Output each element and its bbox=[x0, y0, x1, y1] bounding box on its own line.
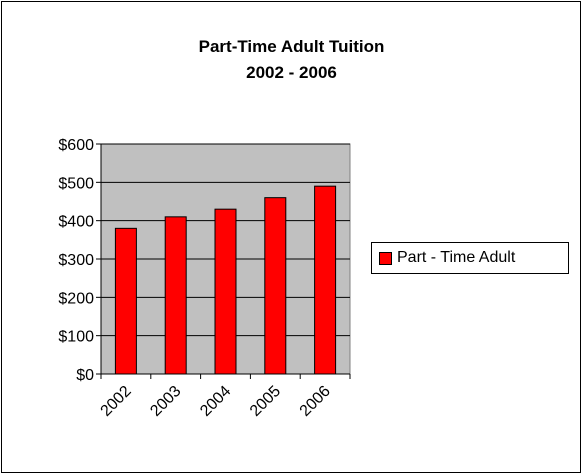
legend-label: Part - Time Adult bbox=[397, 249, 516, 266]
y-tick-label: $0 bbox=[76, 367, 94, 384]
bar bbox=[264, 197, 287, 375]
x-tick-label: 2006 bbox=[297, 383, 334, 420]
bar bbox=[314, 185, 337, 375]
bar bbox=[214, 208, 237, 375]
chart-title: Part-Time Adult Tuition bbox=[198, 37, 385, 56]
y-tick-label: $500 bbox=[58, 175, 94, 192]
bar bbox=[114, 227, 137, 375]
bar bbox=[164, 216, 187, 375]
x-tick-label: 2002 bbox=[98, 383, 135, 420]
x-tick-label: 2003 bbox=[147, 383, 184, 420]
legend-swatch bbox=[379, 251, 392, 265]
chart-subtitle: 2002 - 2006 bbox=[246, 63, 337, 82]
y-tick-label: $200 bbox=[58, 290, 94, 307]
y-tick-label: $400 bbox=[58, 214, 94, 231]
y-tick-label: $600 bbox=[58, 137, 94, 154]
y-tick-label: $300 bbox=[58, 252, 94, 269]
y-tick-label: $100 bbox=[58, 329, 94, 346]
x-tick-label: 2005 bbox=[247, 383, 284, 420]
x-tick-label: 2004 bbox=[197, 383, 234, 420]
legend: Part - Time Adult bbox=[371, 242, 569, 274]
